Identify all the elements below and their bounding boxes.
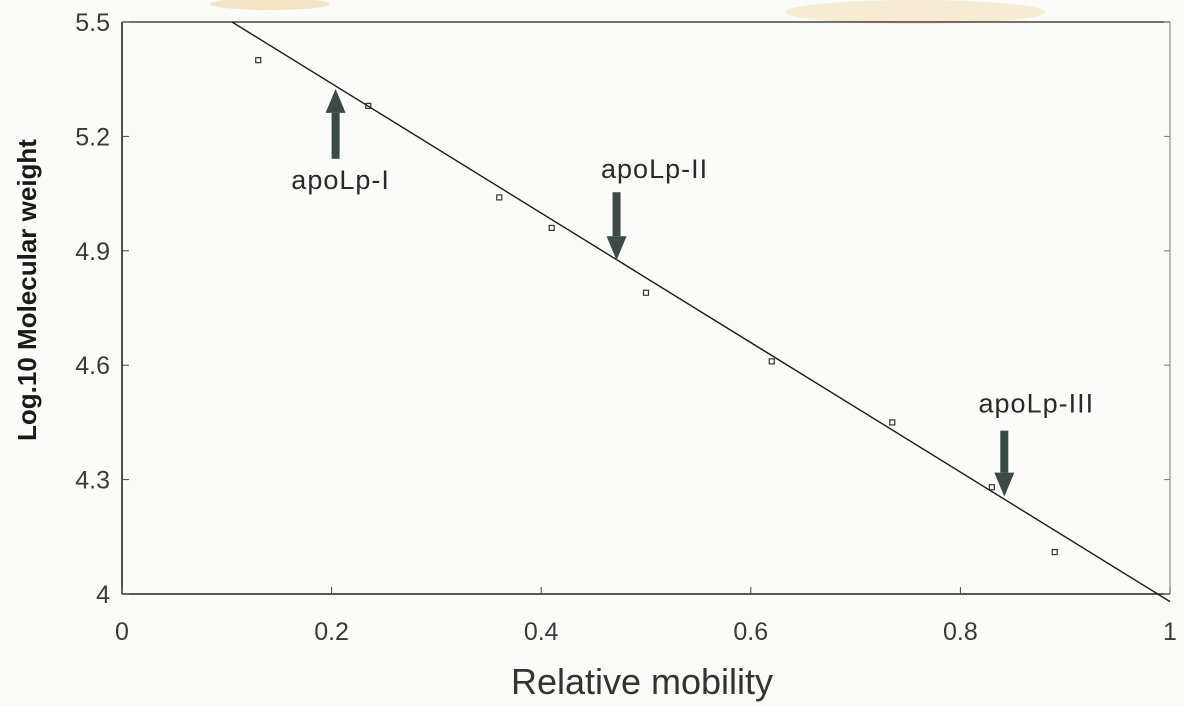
y-tick-label: 4.6 xyxy=(75,352,110,380)
annotations-group: apoLp-I apoLp-II apoLp-III xyxy=(291,88,1095,497)
arrow-shaft xyxy=(612,192,621,237)
ticks-group: 0 0.2 0.4 0.6 0.8 1 5.5 5.2 4.9 4.6 4.3 4 xyxy=(75,9,1177,646)
data-point xyxy=(768,358,775,365)
x-tick-label: 0.6 xyxy=(733,618,768,646)
arrow-apolp-ii xyxy=(606,192,627,261)
data-point xyxy=(988,484,995,491)
x-tick-label: 0.4 xyxy=(524,618,559,646)
data-point xyxy=(365,102,372,109)
arrow-head xyxy=(994,472,1015,497)
annotation-apolp-i: apoLp-I xyxy=(291,165,390,195)
y-tick-label: 5.2 xyxy=(75,123,110,151)
regression-line xyxy=(231,21,1171,603)
arrow-head xyxy=(606,236,627,261)
x-axis-title: Relative mobility xyxy=(511,661,773,702)
y-tick-label: 4.9 xyxy=(75,238,110,266)
data-point xyxy=(496,194,503,201)
y-tick-label: 4 xyxy=(96,581,110,609)
stain-left xyxy=(210,0,330,10)
y-tick-label: 5.5 xyxy=(75,9,110,37)
data-point xyxy=(255,57,262,64)
annotation-apolp-iii: apoLp-III xyxy=(979,389,1095,419)
arrow-shaft xyxy=(331,112,340,159)
data-point xyxy=(548,224,555,232)
x-tick-label: 0.8 xyxy=(943,618,978,646)
x-tick-label: 0.2 xyxy=(314,618,349,646)
stain-right xyxy=(785,0,1045,24)
annotation-apolp-ii: apoLp-II xyxy=(601,154,708,184)
y-axis-title: Log.10 Molecular weight xyxy=(12,139,42,441)
arrow-apolp-i xyxy=(325,88,346,159)
arrow-apolp-iii xyxy=(994,430,1015,497)
axes-group xyxy=(121,21,1171,595)
arrow-shaft xyxy=(1000,430,1009,473)
y-tick-label: 4.3 xyxy=(75,467,110,495)
arrow-head xyxy=(325,88,346,113)
data-point xyxy=(642,289,650,296)
x-tick-label: 1 xyxy=(1163,618,1177,646)
marks-group xyxy=(231,21,1171,603)
x-tick-label: 0 xyxy=(115,618,129,646)
data-point xyxy=(1051,548,1058,556)
data-point xyxy=(889,419,896,426)
